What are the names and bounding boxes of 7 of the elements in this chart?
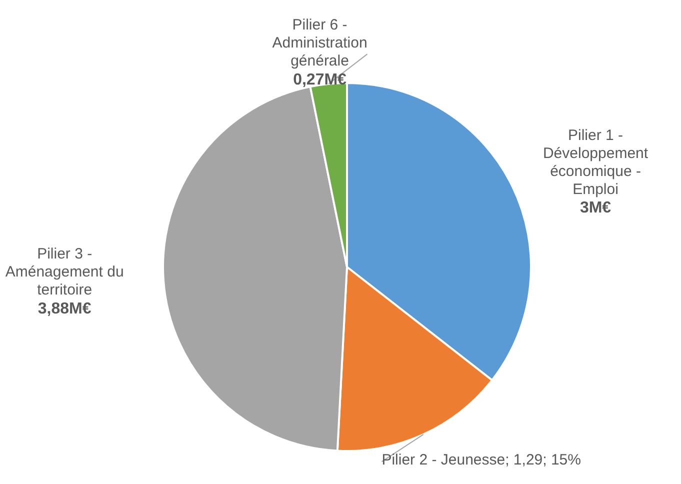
slice-label: Pilier 3 - Aménagement du territoire — [5, 246, 124, 299]
slice-label: Pilier 2 - Jeunesse; 1,29; 15% — [382, 451, 581, 468]
slice-label: Pilier 6 - Administration générale — [272, 16, 368, 70]
slice-label: Pilier 1 - Développement économique - Emploi — [542, 126, 649, 198]
data-label: 3,88M€ — [38, 300, 92, 318]
data-label: 3M€ — [580, 200, 612, 217]
data-label: 0,27M€ — [293, 71, 347, 88]
